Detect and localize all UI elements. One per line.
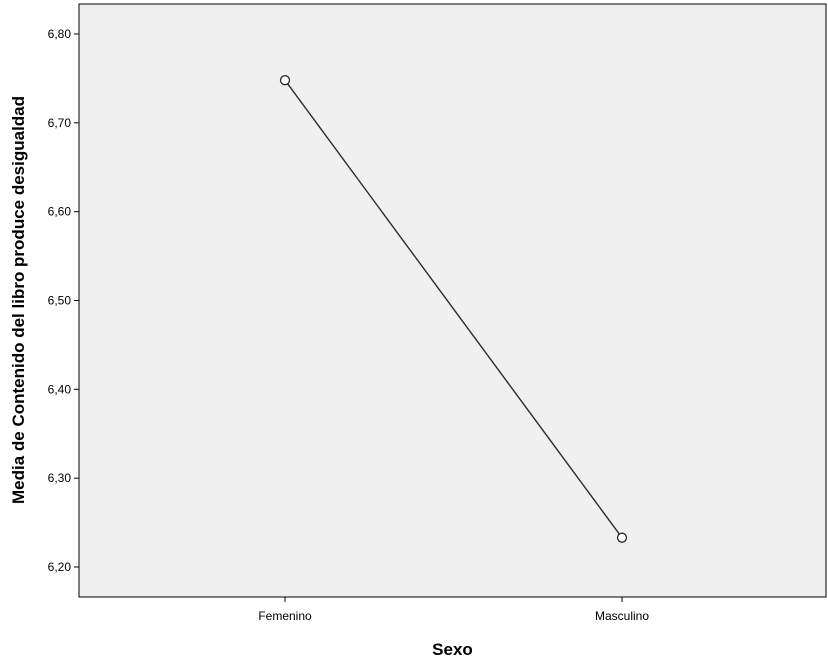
series-line [284, 79, 623, 539]
y-tick-label: 6,80 [48, 27, 72, 41]
y-tick-label: 6,30 [48, 471, 72, 485]
y-axis: 6,20 6,30 6,40 6,50 6,60 6,70 6,80 [48, 27, 79, 574]
x-tick-label: Femenino [258, 609, 312, 623]
y-tick-label: 6,20 [48, 560, 72, 574]
y-tick-label: 6,60 [48, 205, 72, 219]
x-axis: Femenino Masculino [258, 597, 649, 623]
y-tick-label: 6,50 [48, 294, 72, 308]
y-tick-label: 6,70 [48, 116, 72, 130]
data-point [279, 75, 291, 86]
series-layer [279, 75, 628, 543]
y-tick-label: 6,40 [48, 382, 72, 396]
x-tick-label: Masculino [595, 609, 649, 623]
data-point [616, 532, 628, 543]
plot-area [78, 3, 827, 598]
x-axis-title: Sexo [432, 640, 473, 659]
y-axis-title: Media de Contenido del libro produce des… [9, 96, 28, 504]
